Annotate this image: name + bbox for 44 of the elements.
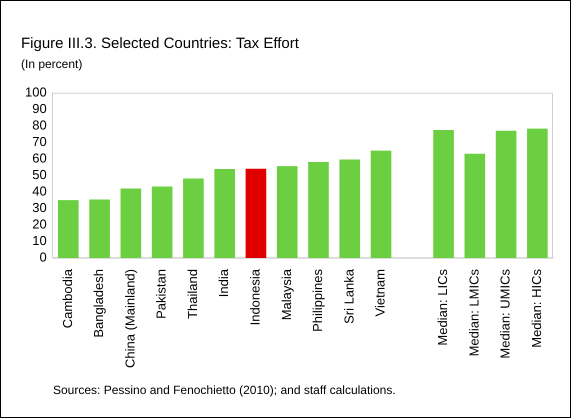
bar: [464, 154, 486, 258]
y-tick-label: 30: [32, 200, 47, 216]
bar: [246, 168, 266, 258]
x-tick-label: Philippines: [310, 268, 326, 332]
x-tick-label: Median: HICs: [528, 268, 544, 348]
x-tick-label: Median: LICs: [435, 268, 450, 346]
x-tick-label: Malaysia: [278, 268, 294, 320]
bar: [58, 200, 79, 258]
source-note: Sources: Pessino and Fenochietto (2010); and staff calculations.: [53, 383, 396, 397]
x-tick-label: Bangladesh: [91, 269, 106, 338]
y-tick-label: 100: [24, 84, 47, 100]
y-tick-label: 90: [32, 100, 47, 116]
x-tick-label: Cambodia: [60, 268, 75, 328]
bar: [214, 168, 235, 258]
y-tick-label: 40: [32, 184, 47, 199]
y-tick-label: 80: [32, 117, 47, 132]
bar: [183, 178, 204, 258]
y-tick-label: 10: [32, 233, 47, 248]
bar: [89, 200, 110, 258]
bar: [370, 150, 392, 258]
bar: [308, 162, 329, 258]
x-tick-label: Median: UMICs: [498, 268, 513, 359]
bar: [339, 160, 360, 258]
bar: [276, 166, 298, 258]
x-tick-label: Indonesia: [248, 268, 263, 326]
x-tick-label: Sri Lanka: [341, 268, 356, 324]
x-tick-label: Median: LMICs: [466, 268, 482, 356]
y-tick-label: 70: [32, 134, 47, 149]
x-tick-label: Vietnam: [372, 269, 388, 316]
bar: [120, 188, 142, 258]
chart-subtitle: (In percent): [21, 57, 82, 71]
y-tick-label: 0: [39, 250, 47, 265]
x-tick-label: Pakistan: [154, 269, 169, 319]
y-tick-label: 50: [32, 166, 47, 182]
bar: [433, 130, 454, 258]
chart-title: Figure III.3. Selected Countries: Tax Effort: [21, 35, 299, 52]
y-tick-label: 60: [32, 150, 47, 166]
x-tick-label: China (Mainland): [122, 269, 138, 368]
y-tick-label: 20: [32, 216, 47, 232]
bar: [527, 128, 548, 258]
bar: [496, 130, 516, 258]
x-tick-label: India: [216, 268, 232, 298]
bar: [152, 186, 172, 258]
x-tick-label: Thailand: [184, 269, 200, 319]
